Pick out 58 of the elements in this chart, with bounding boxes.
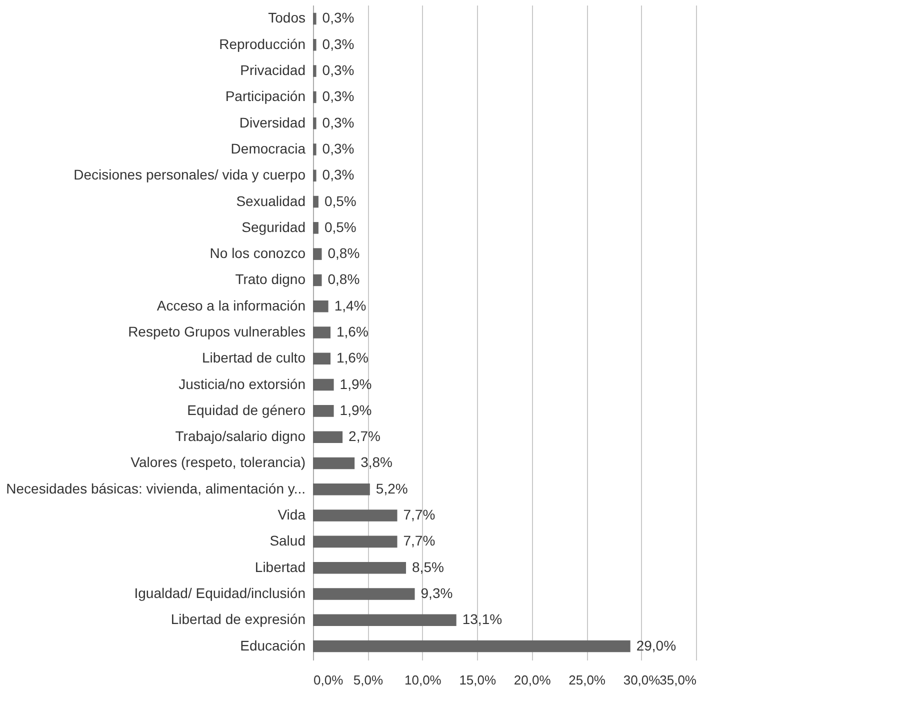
data-label: 9,3% bbox=[420, 584, 453, 601]
data-label: 0,8% bbox=[328, 245, 360, 262]
y-tick-label: Libertad bbox=[254, 558, 306, 575]
data-label: 1,9% bbox=[340, 376, 372, 392]
x-tick-label: 30,0% bbox=[623, 672, 661, 688]
data-label: 1,9% bbox=[340, 402, 372, 418]
data-label: 0,3% bbox=[322, 114, 354, 130]
data-label: 0,5% bbox=[324, 192, 356, 209]
y-tick-label: Salud bbox=[270, 532, 306, 549]
data-label: 0,8% bbox=[328, 271, 360, 288]
x-tick-label: 15,0% bbox=[459, 672, 497, 688]
y-tick-label: Democracia bbox=[230, 140, 306, 156]
x-tick-label: 10,0% bbox=[404, 672, 442, 688]
y-tick-label: Seguridad bbox=[242, 218, 306, 235]
y-tick-label: Igualdad/ Equidad/inclusión bbox=[134, 584, 306, 601]
y-tick-label: No los conozco bbox=[210, 245, 306, 262]
y-tick-label: Reproducción bbox=[219, 36, 306, 52]
x-tick-label: 25,0% bbox=[568, 672, 606, 688]
y-tick-label: Acceso a la información bbox=[156, 297, 306, 314]
data-label: 0,3% bbox=[322, 62, 354, 78]
data-label: 5,2% bbox=[376, 480, 408, 496]
x-tick-label: 5,0% bbox=[353, 672, 384, 688]
data-label: 0,3% bbox=[322, 140, 354, 156]
data-label: 2,7% bbox=[348, 428, 380, 444]
y-tick-label: Educación bbox=[240, 637, 306, 654]
y-tick-label: Sexualidad bbox=[236, 192, 306, 209]
data-label: 0,3% bbox=[322, 10, 354, 26]
y-tick-label: Necesidades básicas: vivienda, alimentación y... bbox=[6, 480, 306, 496]
x-tick-label: 35,0% bbox=[660, 672, 697, 688]
y-tick-label: Equidad de género bbox=[187, 402, 306, 418]
data-label: 3,8% bbox=[360, 454, 393, 470]
data-label: 0,3% bbox=[322, 36, 354, 52]
y-tick-label: Privacidad bbox=[240, 62, 306, 78]
data-label: 0,5% bbox=[324, 218, 356, 235]
y-tick-label: Participación bbox=[225, 88, 306, 104]
x-tick-label: 20,0% bbox=[514, 672, 552, 688]
data-label: 0,3% bbox=[322, 166, 354, 183]
data-label: 8,5% bbox=[412, 558, 444, 575]
y-tick-label: Justicia/no extorsión bbox=[178, 376, 306, 392]
data-label: 1,6% bbox=[336, 324, 368, 340]
data-label: 13,1% bbox=[462, 611, 502, 628]
data-label: 0,3% bbox=[322, 88, 354, 104]
data-label: 29,0% bbox=[636, 637, 676, 654]
y-tick-label: Vida bbox=[278, 506, 306, 523]
y-tick-label: Diversidad bbox=[239, 114, 306, 130]
y-tick-label: Decisiones personales/ vida y cuerpo bbox=[74, 166, 306, 183]
y-tick-label: Valores (respeto, tolerancia) bbox=[130, 454, 306, 470]
y-tick-label: Trabajo/salario digno bbox=[175, 428, 306, 444]
data-label: 7,7% bbox=[403, 506, 436, 523]
y-tick-label: Libertad de expresión bbox=[170, 611, 306, 628]
x-tick-label: 0,0% bbox=[314, 672, 344, 688]
y-tick-label: Todos bbox=[268, 10, 306, 26]
y-tick-label: Trato digno bbox=[235, 271, 306, 288]
data-label: 1,4% bbox=[334, 297, 366, 314]
y-tick-label: Respeto Grupos vulnerables bbox=[128, 324, 306, 340]
data-label: 7,7% bbox=[403, 532, 436, 549]
data-label: 1,6% bbox=[336, 350, 368, 366]
y-tick-label: Libertad de culto bbox=[202, 350, 306, 366]
